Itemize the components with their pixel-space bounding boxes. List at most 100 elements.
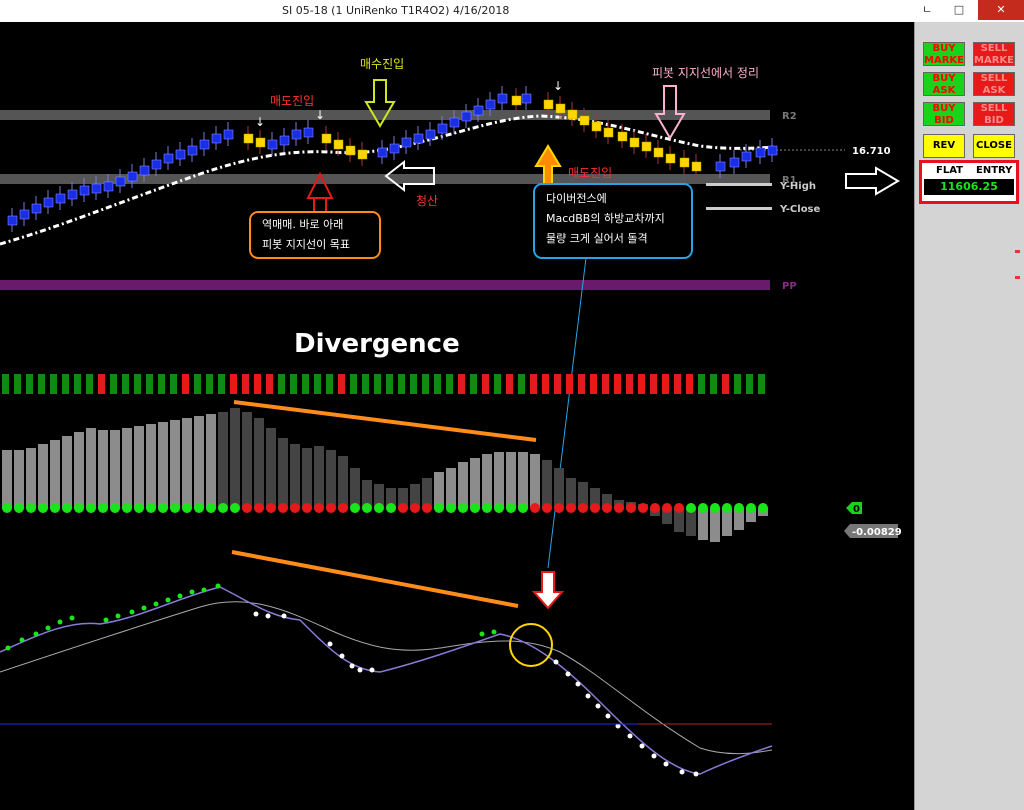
scroll-marker bbox=[1015, 276, 1020, 279]
up-candle bbox=[485, 99, 496, 110]
signal-bar bbox=[158, 374, 165, 394]
signal-bar bbox=[554, 374, 561, 394]
histogram-bar bbox=[506, 452, 516, 508]
macd-green-dot bbox=[189, 589, 195, 595]
buy-bid-button[interactable]: BUY BID bbox=[923, 102, 965, 126]
zero-dot bbox=[614, 503, 624, 513]
macd-white-dot bbox=[575, 681, 581, 687]
maximize-button[interactable]: □ bbox=[953, 3, 965, 16]
signal-bar bbox=[578, 374, 585, 394]
up-candle bbox=[127, 171, 138, 182]
zero-dot bbox=[146, 503, 156, 513]
signal-bar bbox=[146, 374, 153, 394]
pointer-arrow-right bbox=[845, 166, 900, 196]
buy-entry-arrow bbox=[364, 79, 396, 128]
macd-white-dot bbox=[565, 671, 571, 677]
histogram-bar bbox=[350, 468, 360, 508]
buy-market-button[interactable]: BUY MARKET bbox=[923, 42, 965, 66]
zero-dot bbox=[158, 503, 168, 513]
signal-bar bbox=[230, 374, 237, 394]
histogram-bar bbox=[674, 508, 684, 532]
signal-bar bbox=[674, 374, 681, 394]
histogram-bar bbox=[590, 488, 600, 508]
sell-bid-button[interactable]: SELL BID bbox=[973, 102, 1015, 126]
histogram-bar bbox=[50, 440, 60, 508]
minimize-button[interactable]: ㄴ bbox=[921, 3, 933, 16]
histogram-bar bbox=[62, 436, 72, 508]
signal-bar bbox=[314, 374, 321, 394]
r2-label: R2 bbox=[782, 111, 797, 122]
zero-dot bbox=[170, 503, 180, 513]
reverse-button[interactable]: REV bbox=[923, 134, 965, 158]
signal-bar bbox=[482, 374, 489, 394]
close-window-button[interactable]: ✕ bbox=[978, 0, 1024, 20]
histogram-bar bbox=[530, 454, 540, 508]
signal-bar bbox=[266, 374, 273, 394]
down-candle bbox=[579, 115, 590, 126]
chart-area[interactable]: R2 R1 PP 16.710 Y-High Y-Close ↓ ↓ ↓ 매수진… bbox=[0, 22, 914, 810]
close-position-button[interactable]: CLOSE bbox=[973, 134, 1015, 158]
sell-ask-button[interactable]: SELL ASK bbox=[973, 72, 1015, 96]
pp-label: PP bbox=[782, 281, 797, 292]
zero-dot bbox=[446, 503, 456, 513]
signal-bar bbox=[218, 374, 225, 394]
histogram-bar bbox=[374, 484, 384, 508]
macd-green-dot bbox=[57, 619, 63, 625]
zero-dot bbox=[98, 503, 108, 513]
reverse-note-line1: 역매매. 바로 아래 bbox=[262, 218, 343, 231]
macd-green-dot bbox=[103, 617, 109, 623]
y-high-label: Y-High bbox=[779, 181, 816, 192]
macd-green-dot bbox=[69, 615, 75, 621]
zero-dot bbox=[302, 503, 312, 513]
zero-dot bbox=[134, 503, 144, 513]
signal-bar bbox=[86, 374, 93, 394]
renko-candles bbox=[7, 86, 778, 232]
down-candle bbox=[511, 95, 522, 106]
signal-bar bbox=[350, 374, 357, 394]
zero-dot bbox=[62, 503, 72, 513]
up-candle bbox=[755, 147, 766, 158]
macd-green-dot bbox=[491, 629, 497, 635]
signal-bar bbox=[434, 374, 441, 394]
signal-bar bbox=[710, 374, 717, 394]
histogram-bar bbox=[470, 458, 480, 508]
signal-bar bbox=[254, 374, 261, 394]
zero-dot bbox=[758, 503, 768, 513]
up-candle bbox=[497, 93, 508, 104]
histogram-bar bbox=[38, 444, 48, 508]
histogram-bar bbox=[158, 422, 168, 508]
up-candle bbox=[291, 129, 302, 140]
up-candle bbox=[449, 117, 460, 128]
pivot-exit-arrow bbox=[654, 85, 686, 140]
up-candle bbox=[279, 135, 290, 146]
price-label: 16.710 bbox=[852, 146, 891, 157]
macd-green-dot bbox=[153, 601, 159, 607]
macd-signal-line bbox=[0, 601, 773, 755]
histogram-bar bbox=[326, 450, 336, 508]
down-candle bbox=[243, 133, 254, 144]
histogram-bar bbox=[746, 508, 756, 522]
signal-bar bbox=[374, 374, 381, 394]
up-candle bbox=[55, 193, 66, 204]
zero-dot bbox=[26, 503, 36, 513]
histogram-bar bbox=[686, 508, 696, 536]
liquidation-label: 청산 bbox=[416, 194, 438, 208]
buy-ask-button[interactable]: BUY ASK bbox=[923, 72, 965, 96]
signal-bar bbox=[302, 374, 309, 394]
signal-bar bbox=[338, 374, 345, 394]
signal-bar bbox=[122, 374, 129, 394]
signal-bar bbox=[110, 374, 117, 394]
window-titlebar: SI 05-18 (1 UniRenko T1R4O2) 4/16/2018 ㄴ… bbox=[0, 0, 1024, 22]
histogram-bar bbox=[290, 444, 300, 508]
zero-dot bbox=[398, 503, 408, 513]
signal-bar bbox=[686, 374, 693, 394]
histogram-bar bbox=[698, 508, 708, 540]
macd-green-dot bbox=[45, 625, 51, 631]
sell-entry-label-1: 매도진입 bbox=[270, 94, 314, 108]
macd-white-dot bbox=[615, 723, 621, 729]
signal-bar bbox=[590, 374, 597, 394]
signal-strip bbox=[2, 374, 765, 394]
sell-market-button[interactable]: SELL MARKET bbox=[973, 42, 1015, 66]
macd-green-dot bbox=[177, 593, 183, 599]
down-candle bbox=[321, 133, 332, 144]
